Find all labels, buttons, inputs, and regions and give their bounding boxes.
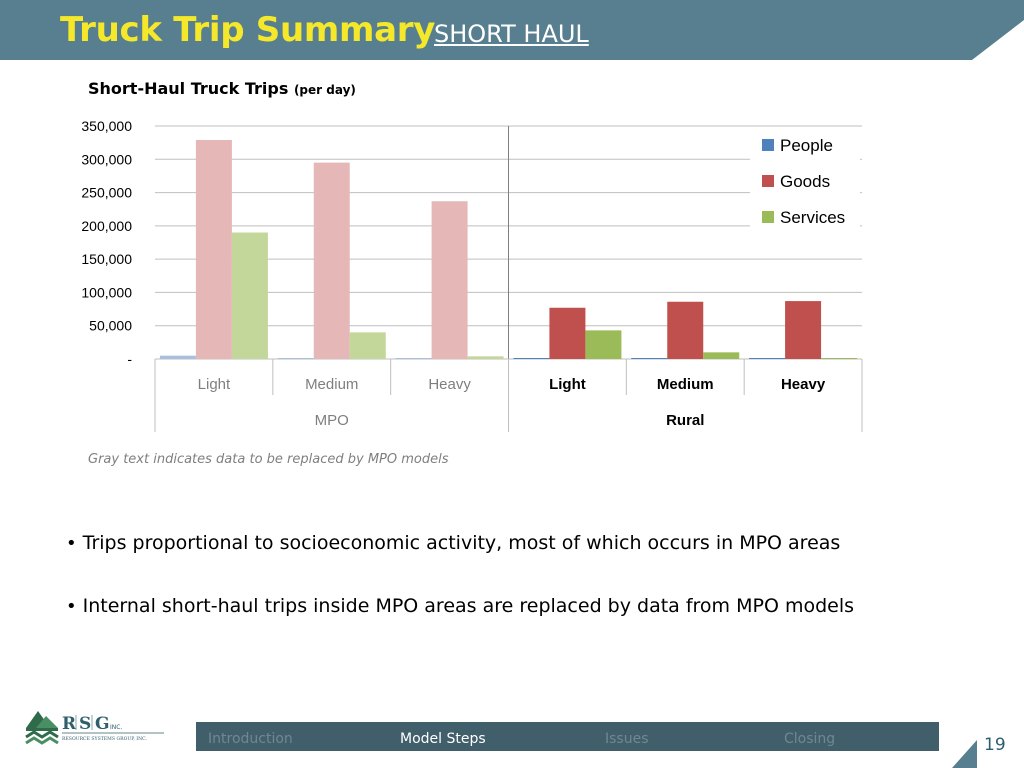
bullet-text: Internal short-haul trips inside MPO are…: [82, 595, 855, 617]
bullet-2: • Internal short-haul trips inside MPO ar…: [66, 595, 854, 617]
bar-people: [513, 358, 550, 359]
bar-goods: [431, 201, 468, 359]
header-bar: Truck Trip Summary SHORT HAUL: [0, 0, 1024, 60]
nav-item-closing[interactable]: Closing: [784, 731, 836, 747]
rsg-logo: R S G INC. RESOURCE SYSTEMS GROUP, INC.: [25, 711, 164, 745]
y-tick-label: -: [127, 351, 132, 367]
y-tick-label: 250,000: [81, 185, 132, 201]
bar-people: [749, 358, 786, 359]
bullet-1: • Trips proportional to socioeconomic act…: [66, 532, 840, 554]
bar-services: [467, 356, 504, 359]
nav-item-model-steps[interactable]: Model Steps: [400, 731, 486, 747]
bar-people: [277, 358, 314, 359]
bar-people: [631, 358, 668, 359]
bar-services: [585, 330, 622, 359]
legend-swatch: [762, 175, 774, 187]
x-tick-label: Medium: [657, 376, 714, 393]
bar-people: [159, 355, 196, 359]
group-label: MPO: [315, 412, 349, 429]
bar-services: [821, 358, 858, 359]
y-tick-label: 50,000: [89, 318, 132, 334]
bar-goods: [549, 307, 586, 359]
y-tick-label: 100,000: [81, 284, 132, 300]
x-tick-label: Light: [549, 376, 586, 393]
y-tick-label: 350,000: [81, 118, 132, 134]
chart-title-main: Short-Haul Truck Trips: [88, 79, 294, 98]
svg-text:G: G: [95, 714, 110, 734]
chart-title-unit: (per day): [293, 83, 356, 97]
x-tick-label: Medium: [305, 376, 358, 393]
bar-people: [395, 358, 432, 359]
slide-subtitle: SHORT HAUL: [434, 20, 589, 48]
legend-swatch: [762, 139, 774, 151]
bar-services: [349, 332, 386, 359]
header-notch: [972, 20, 1024, 60]
legend-swatch: [762, 211, 774, 223]
corner-triangle: [952, 740, 977, 768]
bar-goods: [667, 301, 704, 359]
bar-chart: - 50,000 100,000 150,000 200,000 250,000 300,0…: [81, 118, 863, 432]
y-tick-label: 150,000: [81, 251, 132, 267]
group-label: Rural: [666, 412, 704, 429]
bullet-text: Trips proportional to socioeconomic acti…: [82, 532, 841, 554]
x-tick-label: Light: [198, 376, 231, 393]
bar-goods: [313, 162, 350, 359]
bar-goods: [195, 139, 232, 359]
legend-label: Services: [780, 208, 845, 227]
svg-text:R: R: [62, 714, 77, 734]
chart-title: Short-Haul Truck Trips (per day): [88, 79, 356, 98]
bar-services: [231, 232, 268, 359]
chart-note: Gray text indicates data to be replaced …: [88, 452, 449, 467]
legend-label: Goods: [780, 172, 830, 191]
slide-title: Truck Trip Summary: [60, 10, 436, 50]
legend-label: People: [780, 136, 833, 155]
page-number: 19: [984, 735, 1006, 755]
bullet-dot: •: [66, 596, 77, 617]
y-tick-label: 300,000: [81, 151, 132, 167]
nav-item-issues[interactable]: Issues: [605, 731, 649, 747]
nav-item-introduction[interactable]: Introduction: [208, 731, 293, 747]
svg-text:RESOURCE SYSTEMS GROUP, INC.: RESOURCE SYSTEMS GROUP, INC.: [62, 736, 147, 742]
x-tick-label: Heavy: [428, 376, 471, 393]
bar-goods: [785, 301, 822, 359]
svg-text:S: S: [79, 714, 91, 734]
section-nav: Introduction Model Steps Issues Closing: [196, 722, 939, 751]
y-tick-label: 200,000: [81, 218, 132, 234]
bar-services: [703, 352, 740, 359]
bullet-dot: •: [66, 533, 77, 554]
svg-text:INC.: INC.: [110, 724, 122, 731]
x-tick-label: Heavy: [781, 376, 826, 393]
